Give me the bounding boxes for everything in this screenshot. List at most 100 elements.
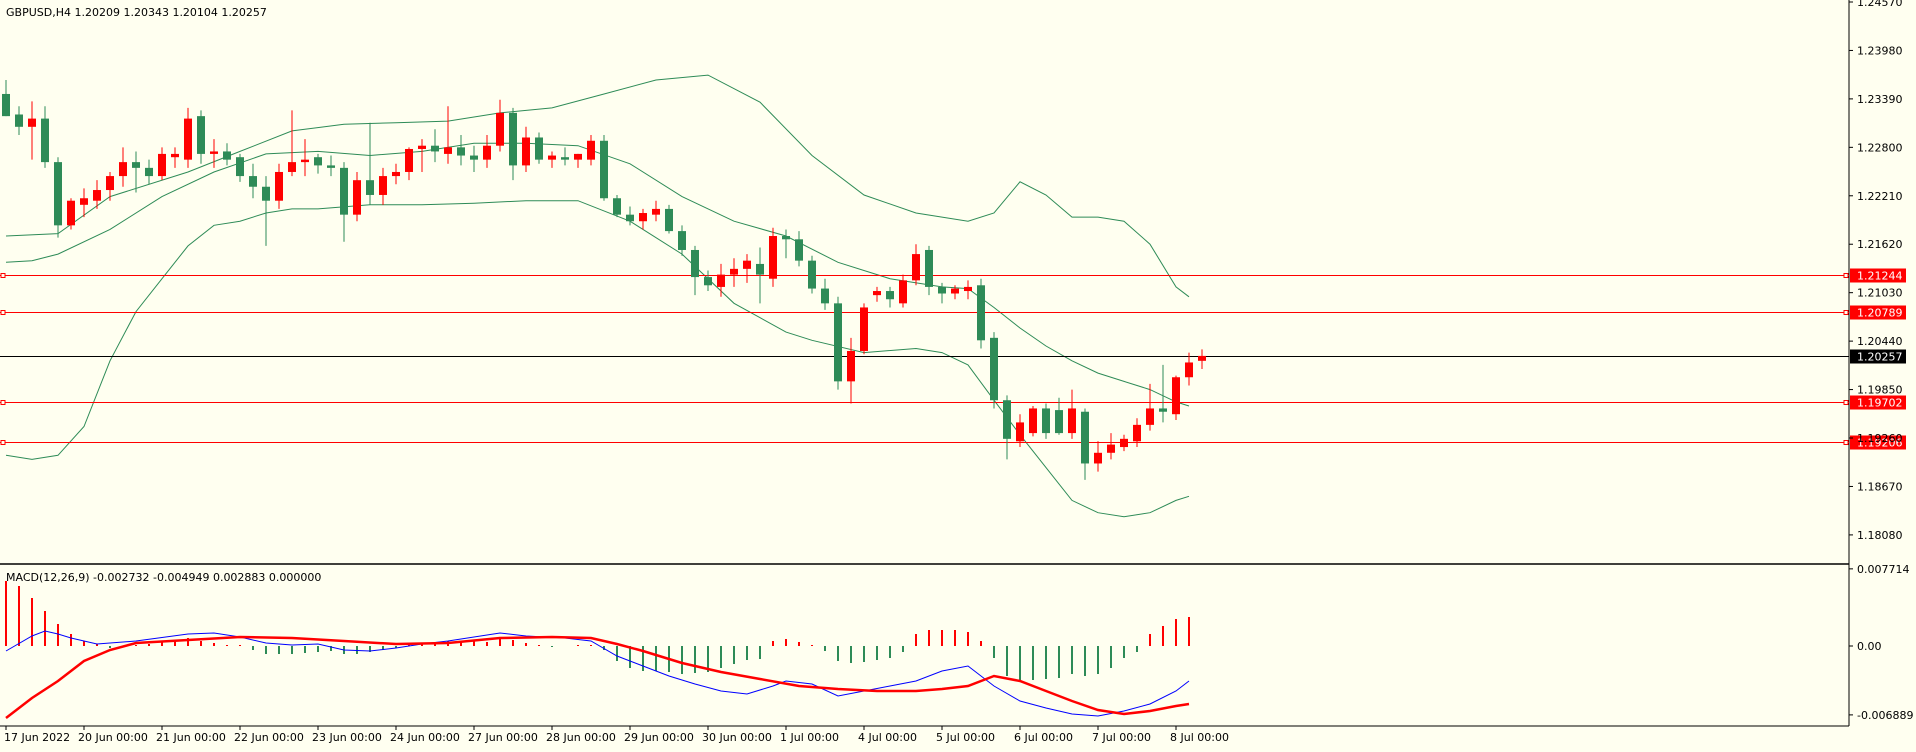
y-tick-label: 1.22800 xyxy=(1857,141,1903,154)
x-tick-label: 20 Jun 00:00 xyxy=(78,731,148,744)
horizontal-levels: 1.21244 1.20789 1.20257 1.19702 1.19206 xyxy=(0,268,1906,450)
bull-candle-body xyxy=(587,140,595,160)
bear-candle-body xyxy=(665,208,673,232)
bear-candle-body xyxy=(145,167,153,177)
bear-candle-body xyxy=(197,116,205,154)
bull-candle-body xyxy=(1198,355,1206,361)
bear-candle-body xyxy=(236,157,244,177)
bear-candle-body xyxy=(535,137,543,160)
x-tick-label: 29 Jun 00:00 xyxy=(624,731,694,744)
current-price-label: 1.20257 xyxy=(1857,351,1903,364)
macd-y-tick-label: 0.007714 xyxy=(1857,563,1910,576)
bull-candle-body xyxy=(574,153,582,160)
bear-candle-body xyxy=(678,231,686,250)
frame-layer xyxy=(0,0,1850,727)
bear-candle-body xyxy=(938,286,946,294)
resistance-label: 1.21244 xyxy=(1857,270,1903,283)
bear-candle-body xyxy=(132,162,140,168)
bull-candle-body xyxy=(353,180,361,215)
x-tick-label: 27 Jun 00:00 xyxy=(468,731,538,744)
level-anchor-left xyxy=(0,440,6,445)
level-anchor-left xyxy=(0,400,6,405)
bull-candle-body xyxy=(1068,408,1076,434)
bull-candle-body xyxy=(912,254,920,281)
bear-candle-body xyxy=(340,167,348,215)
macd-main-line xyxy=(5,630,1190,717)
bear-candle-body xyxy=(925,249,933,287)
bollinger-middle-line xyxy=(5,142,1190,407)
y-tick-label: 1.21030 xyxy=(1857,287,1903,300)
bear-candle-body xyxy=(1055,410,1063,434)
y-tick-label: 1.18080 xyxy=(1857,529,1903,542)
bull-candle-body xyxy=(158,153,166,177)
macd-indicator xyxy=(5,581,1190,719)
x-tick-label: 22 Jun 00:00 xyxy=(234,731,304,744)
bull-candle-body xyxy=(80,198,88,205)
bull-candle-body xyxy=(860,307,868,351)
x-tick-label: 5 Jul 00:00 xyxy=(936,731,995,744)
level-anchor-right xyxy=(1843,400,1849,405)
bull-candle-body xyxy=(548,155,556,160)
bear-candle-body xyxy=(1042,408,1050,434)
bear-candle-body xyxy=(795,239,803,261)
bull-candle-body xyxy=(496,112,504,146)
bull-candle-body xyxy=(522,137,530,166)
bear-candle-body xyxy=(626,214,634,222)
bear-candle-body xyxy=(41,118,49,163)
bull-candle-body xyxy=(483,145,491,160)
bull-candle-body xyxy=(639,213,647,222)
support-label: 1.19702 xyxy=(1857,397,1903,410)
bear-candle-body xyxy=(600,140,608,199)
bull-candle-body xyxy=(106,176,114,191)
bull-candle-body xyxy=(1029,408,1037,434)
y-tick-label: 1.20440 xyxy=(1857,335,1903,348)
bull-candle-body xyxy=(1120,438,1128,448)
bull-candle-body xyxy=(1133,424,1141,442)
bull-candle-body xyxy=(1094,452,1102,464)
bull-candle-body xyxy=(28,118,36,127)
bull-candle-body xyxy=(899,280,907,304)
support-label-box xyxy=(1850,435,1906,450)
bear-candle-body xyxy=(834,303,842,382)
resistance-label: 1.20789 xyxy=(1857,307,1903,320)
bear-candle-body xyxy=(1159,408,1167,412)
bear-candle-body xyxy=(314,157,322,166)
y-tick-label: 1.21620 xyxy=(1857,238,1903,251)
y-tick-label: 1.19850 xyxy=(1857,384,1903,397)
bear-candle-body xyxy=(366,180,374,195)
x-tick-label: 24 Jun 00:00 xyxy=(390,731,460,744)
macd-info: MACD(12,26,9) -0.002732 -0.004949 0.0028… xyxy=(6,571,321,584)
bull-candle-body xyxy=(743,260,751,269)
bull-candle-body xyxy=(1185,362,1193,378)
bull-candle-body xyxy=(392,171,400,177)
bear-candle-body xyxy=(2,93,10,117)
bull-candle-body xyxy=(119,162,127,177)
x-tick-label: 30 Jun 00:00 xyxy=(702,731,772,744)
level-anchor-right xyxy=(1843,310,1849,315)
bull-candle-body xyxy=(652,208,660,215)
bear-candle-body xyxy=(54,162,62,226)
y-tick-label: 1.19260 xyxy=(1857,432,1903,445)
bear-candle-body xyxy=(613,198,621,215)
x-tick-label: 6 Jul 00:00 xyxy=(1014,731,1073,744)
axes: 1.24570 1.23980 1.23390 1.22800 1.22210 1.216… xyxy=(4,0,1913,744)
x-tick-label: 7 Jul 00:00 xyxy=(1092,731,1151,744)
x-tick-label: 23 Jun 00:00 xyxy=(312,731,382,744)
bear-candle-body xyxy=(1003,400,1011,439)
bull-candle-body xyxy=(210,151,218,154)
bear-candle-body xyxy=(509,112,517,166)
bull-candle-body xyxy=(769,236,777,279)
bull-candle-body xyxy=(288,162,296,172)
bear-candle-body xyxy=(990,337,998,401)
bear-candle-body xyxy=(249,176,257,187)
level-anchor-right xyxy=(1843,273,1849,278)
bear-candle-body xyxy=(691,249,699,278)
bull-candle-body xyxy=(301,159,309,163)
bull-candle-body xyxy=(964,286,972,292)
x-tick-label: 1 Jul 00:00 xyxy=(780,731,839,744)
bull-candle-body xyxy=(1107,444,1115,453)
bear-candle-body xyxy=(431,145,439,152)
